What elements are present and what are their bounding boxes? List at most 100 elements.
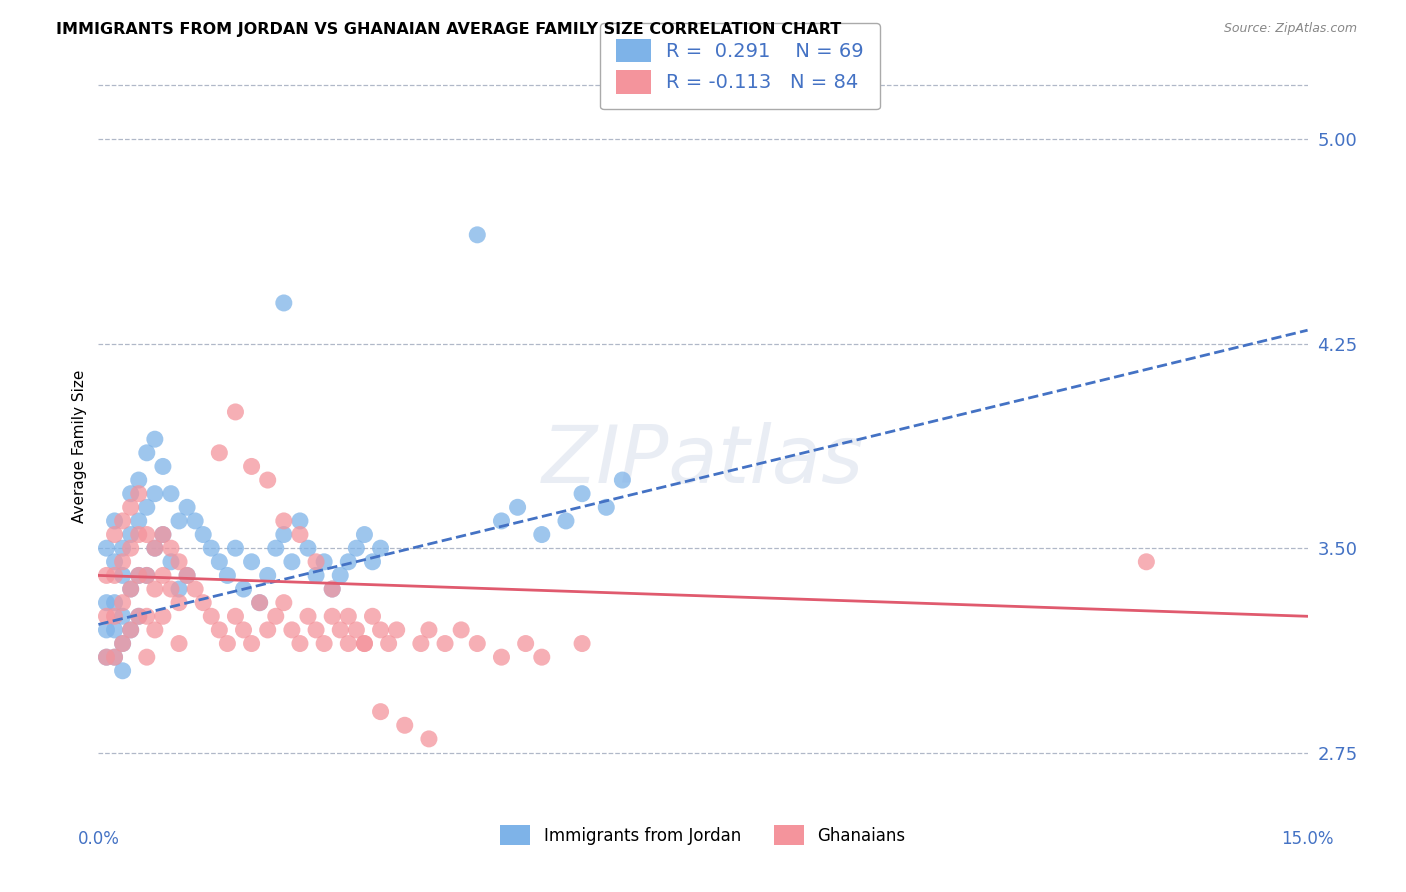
Point	[418, 731, 440, 746]
Point	[1135, 555, 1157, 569]
Point	[128, 568, 150, 582]
Text: IMMIGRANTS FROM JORDAN VS GHANAIAN AVERAGE FAMILY SIZE CORRELATION CHART: IMMIGRANTS FROM JORDAN VS GHANAIAN AVERA…	[56, 22, 841, 37]
Point	[361, 555, 384, 569]
Point	[96, 609, 118, 624]
Point	[515, 636, 537, 650]
Point	[111, 568, 134, 582]
Point	[264, 541, 287, 556]
Point	[176, 500, 198, 515]
Point	[96, 623, 118, 637]
Point	[135, 527, 157, 541]
Point	[208, 446, 231, 460]
Point	[135, 446, 157, 460]
Point	[103, 650, 125, 665]
Point	[96, 568, 118, 582]
Point	[152, 527, 174, 541]
Point	[321, 609, 343, 624]
Point	[217, 636, 239, 650]
Point	[143, 486, 166, 500]
Point	[160, 582, 183, 596]
Point	[273, 596, 295, 610]
Point	[232, 582, 254, 596]
Point	[176, 568, 198, 582]
Point	[111, 541, 134, 556]
Point	[555, 514, 578, 528]
Point	[167, 514, 190, 528]
Point	[256, 623, 278, 637]
Point	[135, 568, 157, 582]
Point	[353, 636, 375, 650]
Point	[409, 636, 432, 650]
Point	[128, 609, 150, 624]
Legend: Immigrants from Jordan, Ghanaians: Immigrants from Jordan, Ghanaians	[492, 816, 914, 854]
Point	[167, 582, 190, 596]
Point	[450, 623, 472, 637]
Point	[103, 623, 125, 637]
Point	[385, 623, 408, 637]
Point	[288, 514, 311, 528]
Point	[491, 650, 513, 665]
Point	[256, 473, 278, 487]
Point	[240, 459, 263, 474]
Point	[120, 541, 142, 556]
Point	[120, 527, 142, 541]
Text: Source: ZipAtlas.com: Source: ZipAtlas.com	[1223, 22, 1357, 36]
Point	[135, 500, 157, 515]
Point	[143, 582, 166, 596]
Point	[571, 636, 593, 650]
Point	[370, 705, 392, 719]
Point	[103, 609, 125, 624]
Point	[612, 473, 634, 487]
Point	[128, 486, 150, 500]
Point	[249, 596, 271, 610]
Point	[111, 609, 134, 624]
Point	[370, 623, 392, 637]
Point	[232, 623, 254, 637]
Point	[571, 486, 593, 500]
Point	[120, 486, 142, 500]
Point	[120, 500, 142, 515]
Point	[361, 609, 384, 624]
Point	[273, 296, 295, 310]
Point	[256, 568, 278, 582]
Point	[152, 568, 174, 582]
Point	[337, 609, 360, 624]
Point	[135, 609, 157, 624]
Point	[128, 514, 150, 528]
Point	[128, 527, 150, 541]
Point	[595, 500, 617, 515]
Point	[353, 636, 375, 650]
Point	[465, 227, 488, 242]
Point	[152, 459, 174, 474]
Point	[321, 582, 343, 596]
Point	[200, 541, 222, 556]
Point	[305, 623, 328, 637]
Point	[288, 636, 311, 650]
Point	[217, 568, 239, 582]
Point	[167, 596, 190, 610]
Point	[240, 555, 263, 569]
Point	[193, 527, 215, 541]
Point	[208, 623, 231, 637]
Point	[111, 596, 134, 610]
Point	[152, 609, 174, 624]
Point	[224, 541, 246, 556]
Point	[152, 527, 174, 541]
Point	[240, 636, 263, 650]
Point	[111, 636, 134, 650]
Point	[184, 514, 207, 528]
Point	[167, 555, 190, 569]
Point	[103, 568, 125, 582]
Point	[224, 609, 246, 624]
Point	[143, 541, 166, 556]
Point	[321, 582, 343, 596]
Point	[314, 636, 336, 650]
Point	[103, 596, 125, 610]
Point	[281, 555, 304, 569]
Point	[337, 636, 360, 650]
Point	[96, 650, 118, 665]
Text: ZIPatlas: ZIPatlas	[541, 422, 865, 500]
Point	[249, 596, 271, 610]
Point	[224, 405, 246, 419]
Point	[96, 541, 118, 556]
